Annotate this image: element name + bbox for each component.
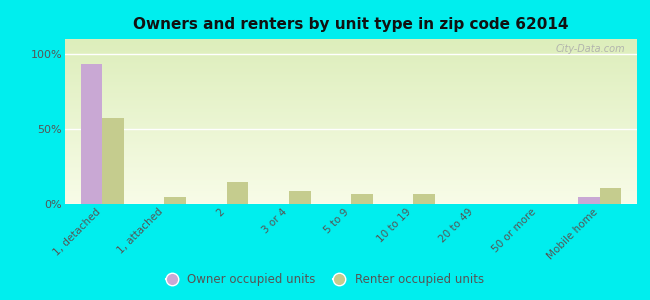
Bar — [81, 64, 102, 204]
Title: Owners and renters by unit type in zip code 62014: Owners and renters by unit type in zip c… — [133, 17, 569, 32]
Bar — [289, 190, 311, 204]
Bar — [351, 194, 372, 204]
Bar — [164, 196, 187, 204]
Text: City-Data.com: City-Data.com — [556, 44, 625, 54]
Bar — [227, 182, 248, 204]
Bar — [413, 194, 435, 204]
Bar — [600, 188, 621, 204]
Bar — [102, 118, 124, 204]
Bar — [578, 196, 600, 204]
Legend: Owner occupied units, Renter occupied units: Owner occupied units, Renter occupied un… — [161, 269, 489, 291]
